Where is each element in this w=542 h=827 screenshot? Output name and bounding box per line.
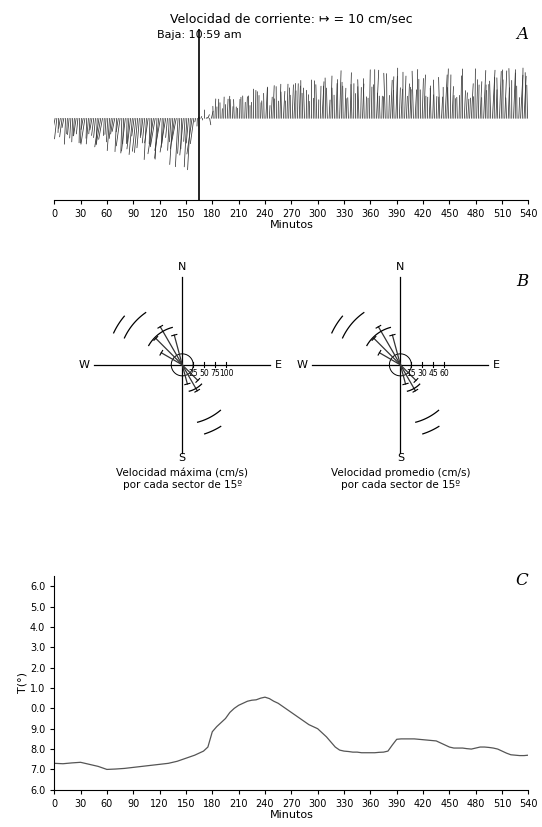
Title: Velocidad de corriente: ↦ = 10 cm/sec: Velocidad de corriente: ↦ = 10 cm/sec [170,12,412,25]
Text: A: A [517,26,528,44]
Text: C: C [515,572,528,589]
Text: N: N [396,262,404,272]
Text: W: W [297,360,308,370]
Text: 100: 100 [219,369,234,378]
Text: S: S [179,453,186,463]
X-axis label: Minutos: Minutos [269,810,313,820]
Text: 60: 60 [440,369,449,378]
Text: S: S [397,453,404,463]
X-axis label: Minutos: Minutos [269,220,313,231]
Text: Baja: 10:59 am: Baja: 10:59 am [157,31,241,41]
Y-axis label: T(°): T(°) [17,672,27,693]
Text: 50: 50 [199,369,209,378]
Text: E: E [493,360,500,370]
Text: 75: 75 [210,369,220,378]
Text: 15: 15 [406,369,416,378]
Text: N: N [178,262,186,272]
Text: B: B [516,273,528,289]
Text: Velocidad promedio (cm/s)
por cada sector de 15º: Velocidad promedio (cm/s) por cada secto… [331,468,470,490]
Text: 30: 30 [417,369,427,378]
Text: 45: 45 [429,369,438,378]
Text: E: E [275,360,282,370]
Text: W: W [79,360,90,370]
Text: Velocidad máxima (cm/s)
por cada sector de 15º: Velocidad máxima (cm/s) por cada sector … [116,468,248,490]
Text: 25: 25 [189,369,198,378]
